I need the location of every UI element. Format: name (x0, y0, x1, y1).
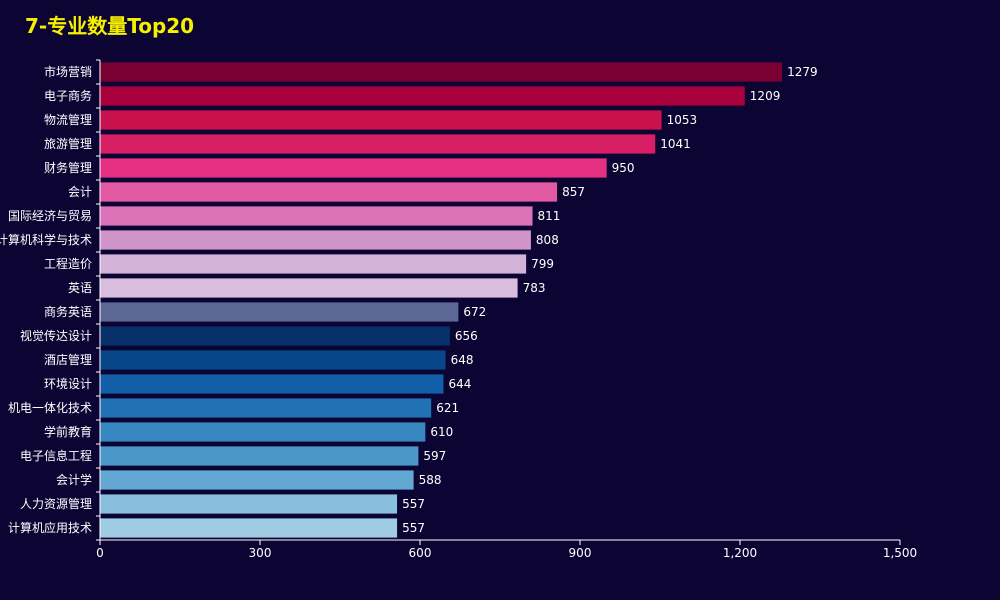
data-label: 950 (612, 161, 635, 175)
bar (100, 302, 459, 322)
y-tick-label: 物流管理 (44, 112, 92, 127)
data-label: 597 (423, 449, 446, 463)
bar (100, 278, 518, 298)
y-tick-label: 商务英语 (44, 304, 92, 319)
x-tick-label: 600 (409, 546, 432, 560)
y-tick-label: 视觉传达设计 (20, 328, 92, 343)
bar (100, 110, 662, 130)
x-tick-label: 300 (249, 546, 272, 560)
bar (100, 350, 446, 370)
data-label: 1279 (787, 65, 818, 79)
y-tick-label: 会计 (68, 185, 92, 199)
y-tick-label: 英语 (68, 281, 92, 295)
bar (100, 470, 414, 490)
y-tick-label: 旅游管理 (44, 136, 92, 151)
data-label: 588 (419, 473, 442, 487)
y-tick-label: 工程造价 (44, 256, 92, 271)
data-label: 857 (562, 185, 585, 199)
y-tick-label: 人力资源管理 (20, 496, 92, 511)
bar (100, 158, 607, 178)
x-tick-label: 1,200 (723, 546, 757, 560)
data-label: 621 (436, 401, 459, 415)
data-label: 644 (448, 377, 471, 391)
bar (100, 518, 398, 538)
y-tick-label: 环境设计 (44, 376, 92, 391)
y-tick-label: 国际经济与贸易 (8, 208, 92, 223)
data-label: 557 (402, 497, 425, 511)
x-tick-label: 900 (569, 546, 592, 560)
data-label: 808 (536, 233, 559, 247)
y-tick-label: 财务管理 (44, 160, 92, 175)
bar (100, 182, 558, 202)
bar (100, 326, 450, 346)
data-label: 799 (531, 257, 554, 271)
bar (100, 62, 783, 82)
y-tick-label: 计算机应用技术 (8, 520, 92, 535)
y-tick-label: 酒店管理 (44, 352, 92, 367)
y-tick-label: 会计学 (56, 472, 92, 487)
y-tick-label: 电子商务 (44, 88, 92, 103)
bar (100, 422, 426, 442)
bar (100, 254, 527, 274)
x-tick-label: 1,500 (883, 546, 917, 560)
bar (100, 134, 656, 154)
bar (100, 206, 533, 226)
bar (100, 230, 531, 250)
y-tick-label: 计算机科学与技术 (0, 232, 92, 247)
chart-title: 7-专业数量Top20 (25, 14, 195, 38)
bar (100, 374, 444, 394)
bar (100, 86, 745, 106)
data-label: 1053 (667, 113, 698, 127)
data-label: 811 (538, 209, 561, 223)
bar (100, 398, 432, 418)
data-label: 1209 (750, 89, 781, 103)
data-label: 783 (523, 281, 546, 295)
data-label: 656 (455, 329, 478, 343)
y-tick-label: 机电一体化技术 (8, 401, 92, 415)
data-label: 557 (402, 521, 425, 535)
x-tick-label: 0 (96, 546, 104, 560)
data-label: 672 (463, 305, 486, 319)
y-tick-label: 学前教育 (44, 424, 92, 439)
bar (100, 494, 398, 514)
y-tick-label: 电子信息工程 (20, 448, 92, 463)
data-label: 1041 (660, 137, 691, 151)
bar (100, 446, 419, 466)
data-label: 648 (451, 353, 474, 367)
data-label: 610 (430, 425, 453, 439)
y-tick-label: 市场营销 (44, 64, 92, 79)
